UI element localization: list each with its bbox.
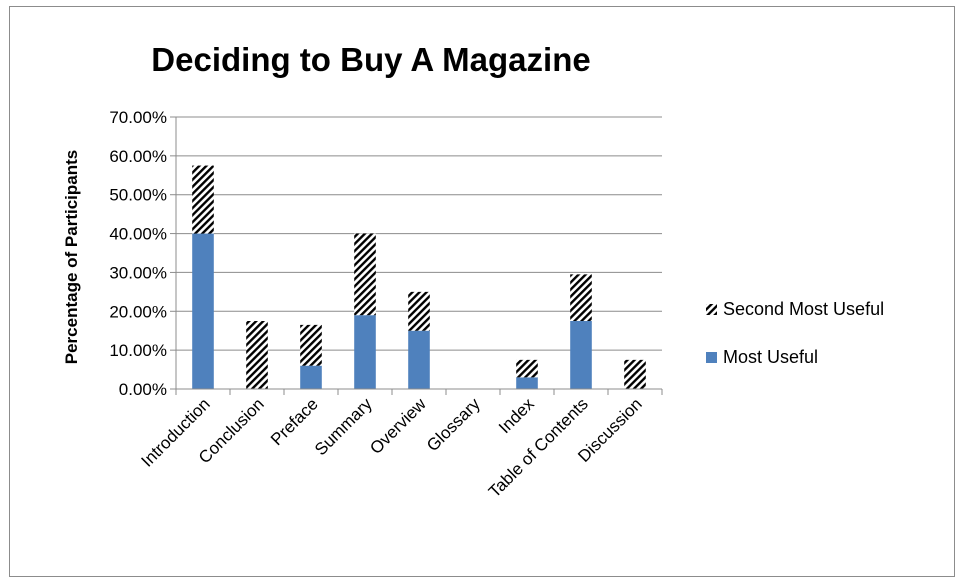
y-tick-label: 60.00% <box>109 147 167 166</box>
legend-swatch <box>706 352 717 363</box>
bar-most-useful <box>408 330 430 389</box>
bar-most-useful <box>300 365 322 389</box>
chart-frame: Deciding to Buy A Magazine Percentage of… <box>9 6 955 577</box>
gridlines <box>176 116 662 351</box>
legend-swatch <box>706 304 717 315</box>
x-tick-label: Summary <box>311 394 376 459</box>
y-tick-label: 70.00% <box>109 108 167 127</box>
chart-title: Deciding to Buy A Magazine <box>151 41 590 78</box>
bar-most-useful <box>516 377 538 389</box>
x-tick-label: Preface <box>267 394 322 449</box>
stacked-bar-chart: Deciding to Buy A Magazine Percentage of… <box>62 41 884 501</box>
x-tick-label: Table of Contents <box>485 394 592 501</box>
bar-most-useful <box>354 315 376 389</box>
bar-second-most-useful <box>192 165 214 234</box>
bars <box>192 165 646 389</box>
bar-second-most-useful <box>570 274 592 321</box>
legend: Second Most Useful Most Useful <box>706 299 884 367</box>
legend-label: Most Useful <box>723 347 818 367</box>
bar-second-most-useful <box>624 359 646 389</box>
y-tick-label: 30.00% <box>109 263 167 282</box>
x-tick-label: Index <box>495 394 538 437</box>
bar-most-useful <box>570 321 592 389</box>
bar-second-most-useful <box>354 233 376 316</box>
bar-second-most-useful <box>516 359 538 378</box>
bar-second-most-useful <box>246 321 268 389</box>
x-tick-label: Glossary <box>423 394 484 455</box>
bar-second-most-useful <box>408 291 430 331</box>
y-axis-label: Percentage of Participants <box>62 150 81 364</box>
y-tick-label: 10.00% <box>109 341 167 360</box>
bar-most-useful <box>192 233 214 389</box>
legend-label: Second Most Useful <box>723 299 884 319</box>
bar-second-most-useful <box>300 324 322 366</box>
y-tick-label: 50.00% <box>109 186 167 205</box>
y-tick-label: 20.00% <box>109 302 167 321</box>
y-tick-label: 40.00% <box>109 225 167 244</box>
y-tick-label: 0.00% <box>119 380 167 399</box>
x-tick-label: Overview <box>366 394 430 458</box>
